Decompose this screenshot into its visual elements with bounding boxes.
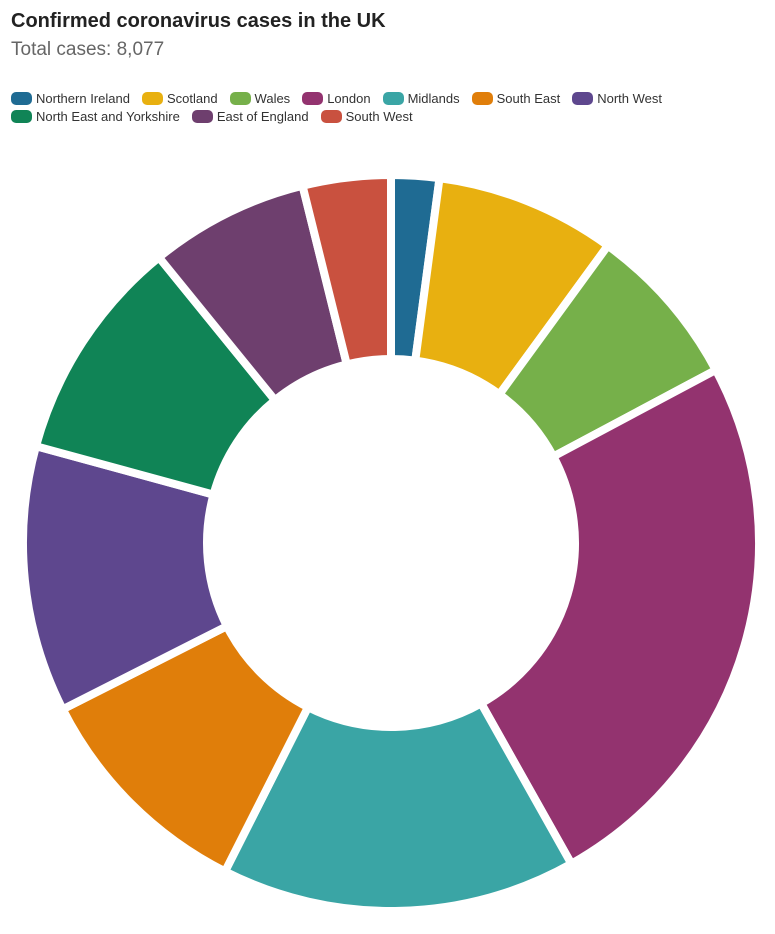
slice-london[interactable]: [477, 365, 763, 868]
chart-subtitle: Total cases: 8,077: [11, 39, 165, 60]
legend-label: North East and Yorkshire: [36, 108, 180, 124]
legend-item[interactable]: South West: [320, 108, 413, 124]
legend-label: Northern Ireland: [36, 90, 130, 106]
legend-item[interactable]: Scotland: [141, 90, 218, 106]
legend-item[interactable]: North West: [572, 90, 662, 106]
legend-item[interactable]: North East and Yorkshire: [11, 108, 180, 124]
legend-item[interactable]: South East: [471, 90, 561, 106]
slice-south-west[interactable]: [298, 171, 395, 369]
legend: Northern Ireland Scotland Wales London Midla…: [11, 90, 731, 124]
legend-item[interactable]: East of England: [191, 108, 309, 124]
legend-item[interactable]: Midlands: [382, 90, 460, 106]
legend-swatch: [229, 91, 251, 105]
legend-item[interactable]: London: [302, 90, 371, 106]
legend-item[interactable]: Wales: [229, 90, 291, 106]
legend-label: Scotland: [166, 90, 218, 106]
slice-north-west[interactable]: [19, 442, 231, 714]
legend-swatch: [191, 109, 213, 123]
legend-label: Wales: [254, 90, 291, 106]
legend-label: South West: [345, 108, 413, 124]
legend-swatch: [141, 91, 163, 105]
slice-midlands[interactable]: [221, 699, 576, 915]
legend-swatch: [302, 91, 324, 105]
legend-swatch: [11, 109, 32, 123]
legend-swatch: [572, 91, 594, 105]
legend-label: Midlands: [407, 90, 460, 106]
legend-label: South East: [496, 90, 561, 106]
legend-swatch: [382, 91, 404, 105]
legend-label: East of England: [216, 108, 309, 124]
legend-label: London: [327, 90, 371, 106]
legend-item[interactable]: Northern Ireland: [11, 90, 130, 106]
legend-swatch: [320, 109, 342, 123]
legend-label: North West: [597, 90, 662, 106]
chart-title: Confirmed coronavirus cases in the UK: [11, 10, 386, 32]
legend-swatch: [11, 91, 32, 105]
legend-swatch: [471, 91, 493, 105]
